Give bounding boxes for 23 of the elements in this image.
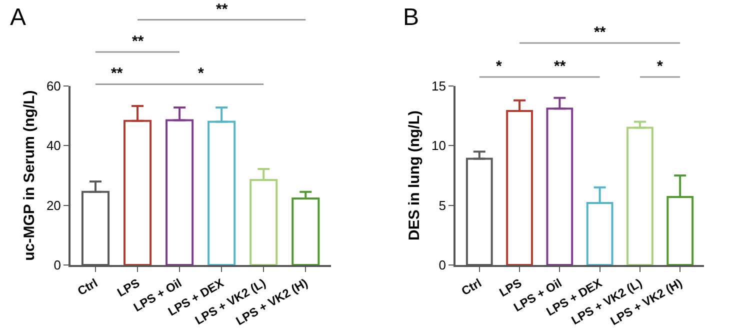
x-tick-label: Ctrl [458, 276, 484, 298]
text: * [198, 65, 204, 82]
text: * [657, 58, 663, 75]
y-tick-label: 40 [46, 138, 61, 154]
y-tick-label: 5 [438, 198, 446, 213]
y-tick-label: 20 [46, 198, 61, 213]
y-axis-title: DES in lung (ng/L) [406, 110, 424, 240]
y-axis-title: uc-MGP in Serum (ng/L) [21, 90, 38, 261]
x-tick-label: Ctrl [75, 276, 100, 298]
y-tick-label: 10 [431, 138, 446, 154]
text: ** [132, 33, 144, 50]
x-tick-label: LPS [114, 276, 142, 300]
text: * [496, 58, 502, 75]
y-tick-label: 60 [46, 78, 61, 94]
chart-title: B [403, 4, 420, 31]
y-tick-label: 15 [431, 78, 446, 94]
text: ** [594, 24, 606, 41]
text: ** [554, 58, 566, 75]
y-tick-label: 0 [438, 258, 446, 273]
chart-title: A [10, 4, 26, 31]
y-tick-label: 0 [54, 258, 61, 273]
text: ** [216, 1, 228, 18]
text: ** [111, 65, 123, 82]
